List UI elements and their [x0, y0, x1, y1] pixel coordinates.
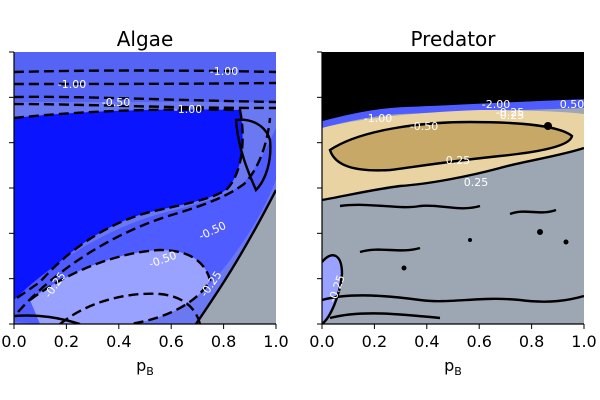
algae-region-pale-blue: [30, 250, 210, 324]
predator-speckle: [537, 229, 543, 235]
predator-region-black: [322, 52, 584, 120]
predator-region-blue-band: [322, 98, 584, 128]
predator-speckle: [563, 239, 569, 245]
predator-speckle: [401, 265, 407, 271]
algae-region-grey: [196, 190, 276, 324]
predator-contour-black-edge: [322, 96, 584, 122]
predator-contour-label: -1.00: [364, 112, 392, 125]
algae-contour-top-1: [14, 69, 276, 74]
predator-contour-speckle-2: [509, 208, 557, 216]
predator-contour-label: 0.25: [446, 154, 471, 167]
predator-contour-label: -0.50: [410, 120, 438, 133]
predator-contour-blue-lobe: [322, 254, 344, 324]
predator-region-pale-blue: [322, 255, 342, 324]
predator-panel: Predator: [309, 27, 596, 378]
predator-contour-bottom: [322, 294, 584, 303]
algae-contour-top-3: [14, 95, 276, 104]
predator-x-tick-label: 0.4: [414, 332, 439, 351]
predator-x-ticks: 0.0 0.2 0.4 0.6 0.8 1.0: [309, 324, 597, 351]
predator-region-tan-dark: [330, 122, 572, 171]
predator-speckle: [468, 238, 472, 242]
predator-contour-label: -0.25: [496, 106, 524, 119]
predator-x-axis-label: pB: [444, 356, 462, 378]
predator-contour-label: -2.00: [482, 98, 510, 111]
algae-contour-grey-edge: [195, 189, 276, 324]
algae-contour-label: -1.00: [58, 78, 86, 91]
predator-contour-label: 0.25: [500, 109, 525, 122]
predator-speckle: [544, 122, 552, 130]
algae-axes: 0.0 0.2 0.4 0.6 0.8 1.0: [1, 51, 289, 351]
predator-heatmap: -2.00 -1.00 -0.50 -0.25 0.25 0.25 0.25 0…: [322, 52, 584, 324]
algae-contour-inner: [29, 248, 212, 324]
algae-contour-lower: [59, 292, 202, 324]
algae-contour-label: -1.00: [210, 65, 238, 78]
algae-contour-right-blob: [234, 118, 272, 193]
algae-region-top-band: [14, 52, 276, 102]
algae-contour-main: [14, 108, 244, 301]
algae-panel: Algae -1: [1, 27, 288, 378]
predator-x-tick-label: 0.0: [309, 332, 334, 351]
algae-contour-top-2: [14, 81, 276, 86]
algae-contour-mid: [17, 117, 272, 313]
algae-contour-label: -0.50: [102, 96, 130, 109]
algae-region-deep-blue: [14, 109, 243, 301]
predator-y-ticks: [317, 51, 322, 325]
predator-x-tick-label: 1.0: [571, 332, 596, 351]
algae-x-tick-label: 0.0: [1, 332, 26, 351]
predator-title: Predator: [410, 27, 496, 51]
predator-axes: 0.0 0.2 0.4 0.6 0.8 1.0: [309, 51, 597, 351]
predator-x-tick-label: 0.6: [466, 332, 491, 351]
algae-contour-bottom: [14, 314, 81, 324]
algae-x-ticks: 0.0 0.2 0.4 0.6 0.8 1.0: [1, 324, 289, 351]
algae-contour-label: -1.00: [174, 103, 202, 116]
algae-y-ticks: [9, 51, 14, 325]
algae-x-tick-label: 0.8: [211, 332, 236, 351]
predator-contour-speckle-1: [339, 203, 481, 210]
algae-x-tick-label: 0.6: [158, 332, 183, 351]
predator-x-tick-label: 0.8: [519, 332, 544, 351]
predator-contour-tan-outer: [322, 146, 584, 202]
algae-title: Algae: [117, 27, 174, 51]
predator-contour-tan-inner: [328, 120, 574, 172]
algae-x-tick-label: 1.0: [263, 332, 288, 351]
algae-x-axis-label: pB: [136, 356, 154, 378]
predator-contour-bottom-2: [329, 312, 441, 320]
algae-contour-top-4: [14, 102, 276, 110]
algae-heatmap: -1.00 -1.00 -1.00 -0.50 -0.50 -0.50 -0.2…: [14, 52, 276, 324]
algae-x-tick-label: 0.4: [106, 332, 131, 351]
predator-contour-speckle-3: [359, 246, 421, 254]
predator-contour-label: 0.25: [464, 176, 489, 189]
predator-contour-label: 0.50: [560, 98, 585, 111]
algae-x-tick-label: 0.2: [54, 332, 79, 351]
predator-x-tick-label: 0.2: [362, 332, 387, 351]
